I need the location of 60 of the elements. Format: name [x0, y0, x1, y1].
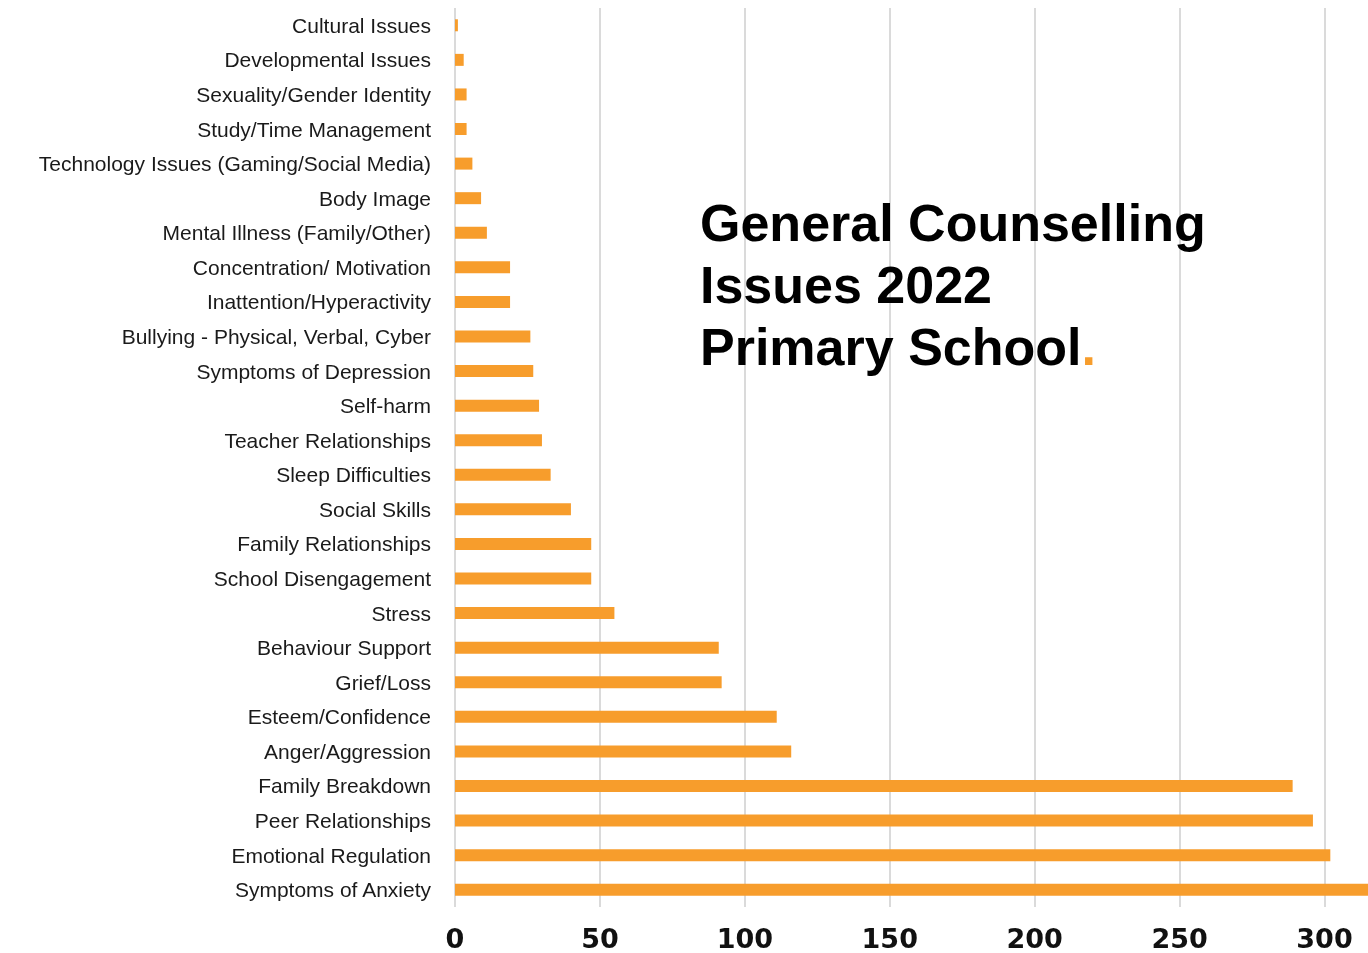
bar: [455, 19, 458, 32]
x-tick-label: 300: [1296, 923, 1353, 953]
text: General Counselling Issues 2022 Primary School.: [700, 194, 1206, 376]
bar: [455, 261, 511, 274]
bar: [455, 399, 540, 412]
bar: [455, 779, 1293, 792]
y-tick-label: Developmental Issues: [224, 48, 431, 72]
y-tick-label: Cultural Issues: [292, 13, 431, 37]
y-tick-label: Self-harm: [339, 394, 431, 418]
y-tick-label: Body Image: [318, 186, 431, 210]
y-tick-label: Sleep Difficulties: [276, 463, 431, 487]
y-tick-label: Emotional Regulation: [231, 843, 431, 867]
bar: [455, 53, 464, 66]
bar: [455, 814, 1313, 827]
y-tick-label: Symptoms of Anxiety: [234, 878, 432, 902]
x-tick-label: 0: [445, 923, 465, 953]
bar: [455, 330, 531, 343]
y-tick-label: Sexuality/Gender Identity: [196, 82, 432, 106]
y-tick-label: Esteem/Confidence: [247, 705, 431, 729]
bar: [455, 157, 473, 170]
y-tick-label: Family Relationships: [237, 532, 431, 556]
y-tick-label: Anger/Aggression: [264, 739, 431, 763]
bar: [455, 226, 487, 239]
y-tick-label: School Disengagement: [213, 567, 432, 591]
bar: [455, 192, 482, 205]
y-tick-label: Peer Relationships: [254, 809, 431, 833]
bar: [455, 883, 1368, 896]
y-tick-label: Inattention/Hyperactivity: [206, 290, 432, 314]
bar: [455, 537, 592, 550]
bar: [455, 88, 467, 101]
x-tick-label: 100: [716, 923, 774, 953]
bar: [455, 468, 551, 481]
y-tick-label: Teacher Relationships: [224, 428, 431, 452]
y-tick-label: Social Skills: [318, 497, 431, 521]
bar: [455, 676, 722, 689]
bar: [455, 503, 571, 516]
bar: [455, 607, 615, 620]
y-tick-label: Grief/Loss: [335, 670, 431, 694]
bar: [455, 849, 1331, 862]
x-tick-label: 50: [581, 923, 619, 953]
y-tick-label: Concentration/ Motivation: [192, 255, 431, 279]
bar: [455, 710, 777, 723]
bar: [455, 745, 792, 758]
y-tick-label: Stress: [371, 601, 431, 625]
bar: [455, 434, 542, 447]
y-tick-label: Study/Time Management: [197, 117, 432, 141]
bar: [455, 572, 592, 585]
x-tick-label: 150: [861, 923, 918, 953]
bar: [455, 295, 511, 308]
bar: [455, 365, 534, 378]
x-tick-label: 200: [1006, 923, 1063, 953]
x-tick-label: 250: [1151, 923, 1208, 953]
bar: [455, 641, 719, 654]
y-tick-label: Technology Issues (Gaming/Social Media): [38, 152, 431, 176]
y-tick-label: Symptoms of Depression: [196, 359, 431, 383]
y-tick-label: Bullying - Physical, Verbal, Cyber: [121, 324, 431, 348]
y-tick-label: Family Breakdown: [258, 774, 431, 798]
y-tick-label: Behaviour Support: [257, 636, 432, 660]
bar: [455, 123, 467, 136]
y-tick-label: Mental Illness (Family/Other): [162, 221, 431, 245]
